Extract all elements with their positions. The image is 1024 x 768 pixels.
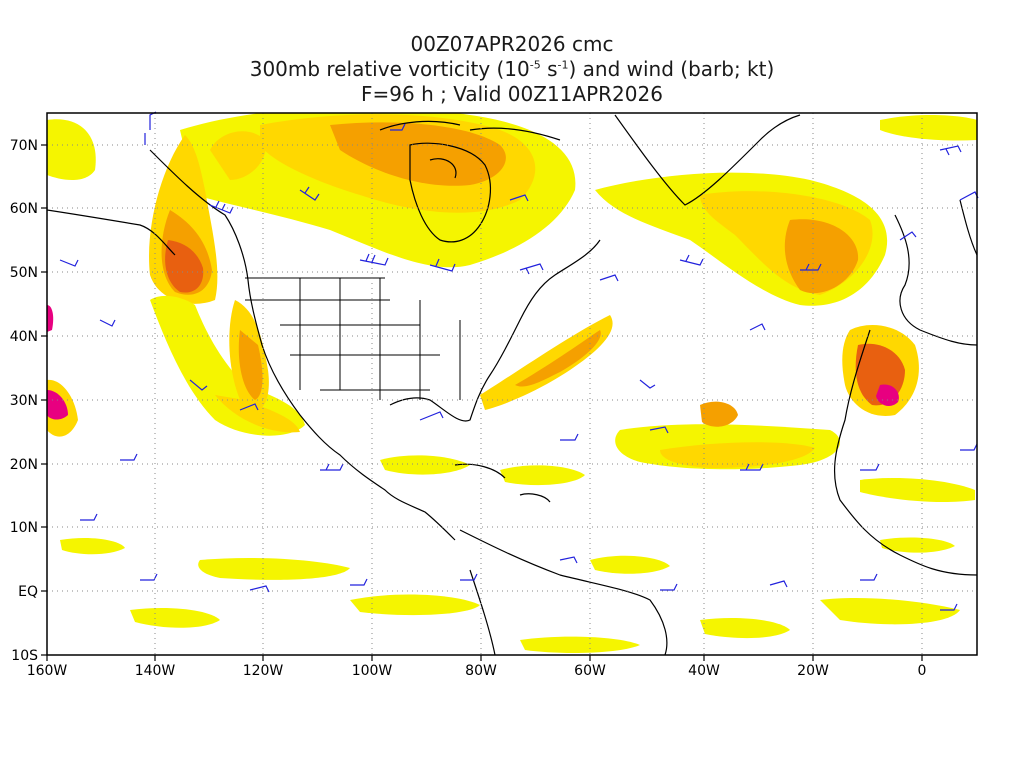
- coastline-north-america-west: [149, 149, 456, 541]
- lat-axis-labels: 70N 60N 50N 40N 30N 20N 10N EQ 10S: [10, 138, 38, 664]
- title-line-3: F=96 h ; Valid 00Z11APR2026: [361, 82, 663, 106]
- lon-label: 60W: [574, 663, 606, 679]
- vorticity-band-pacific: [150, 295, 305, 436]
- lon-label: 20W: [797, 663, 829, 679]
- coastline-arctic-islands: [379, 120, 561, 179]
- lat-label: 40N: [10, 329, 38, 345]
- lat-label: 10N: [10, 520, 38, 536]
- map-title: 00Z07APR2026 cmc 300mb relative vorticit…: [0, 32, 1024, 107]
- lon-label: 140W: [135, 663, 176, 679]
- coastline-hudson-bay: [409, 142, 491, 243]
- lat-label: 20N: [10, 457, 38, 473]
- lat-label: EQ: [18, 584, 38, 600]
- lon-label: 160W: [27, 663, 68, 679]
- coastline-south-america: [459, 529, 668, 655]
- lat-lon-grid: [47, 113, 977, 655]
- coastline-greenland: [614, 114, 801, 206]
- lon-label: 40W: [688, 663, 720, 679]
- vorticity-band-tropics: [198, 557, 350, 580]
- coastline-africa: [833, 329, 977, 576]
- wind-barbs: [59, 111, 979, 611]
- coastline-alaska: [47, 209, 176, 256]
- vorticity-shading: [47, 113, 977, 653]
- lon-label: 80W: [465, 663, 497, 679]
- lon-label: 0: [918, 663, 927, 679]
- coastline-north-america-east: [389, 239, 601, 422]
- lon-label: 120W: [243, 663, 284, 679]
- coastlines: [47, 114, 977, 655]
- coastline-caribbean: [454, 463, 551, 503]
- coastline-europe: [894, 199, 977, 346]
- lat-label: 10S: [11, 648, 38, 664]
- lon-axis-labels: 160W 140W 120W 100W 80W 60W 40W 20W 0: [27, 663, 927, 679]
- us-state-borders: [245, 277, 461, 400]
- tick-marks: [41, 144, 923, 661]
- plot-frame: [46, 112, 978, 656]
- lat-label: 30N: [10, 393, 38, 409]
- vorticity-core-alaska: [165, 240, 204, 293]
- title-line-2: 300mb relative vorticity (10-5 s-1) and …: [249, 57, 775, 81]
- vorticity-max-nw-africa: [876, 384, 899, 407]
- vorticity-band-w-atlantic: [480, 315, 613, 410]
- lat-label: 60N: [10, 201, 38, 217]
- lat-label: 70N: [10, 138, 38, 154]
- title-line-1: 00Z07APR2026 cmc: [410, 32, 614, 56]
- lat-label: 50N: [10, 265, 38, 281]
- lon-label: 100W: [352, 663, 393, 679]
